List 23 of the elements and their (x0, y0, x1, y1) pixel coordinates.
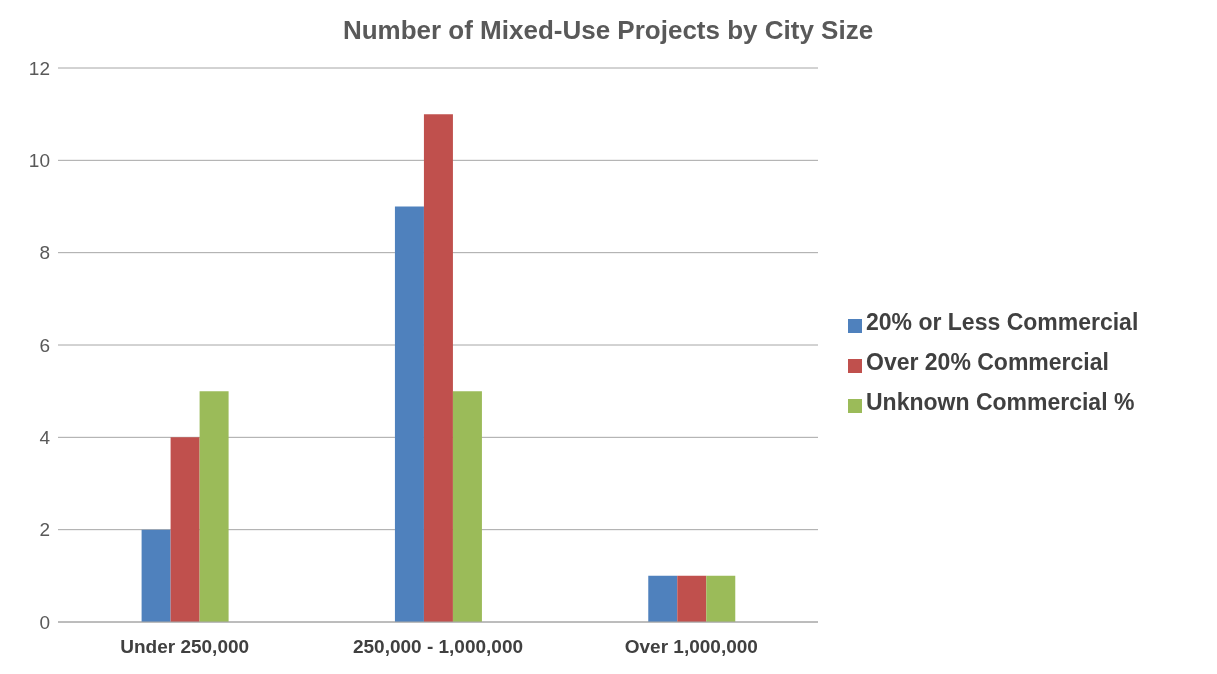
y-tick-label: 8 (39, 242, 50, 264)
bar (394, 206, 424, 622)
bar (423, 114, 453, 622)
y-tick-label: 2 (39, 519, 50, 541)
bar (452, 391, 482, 622)
bar (648, 575, 678, 622)
bar (141, 529, 171, 622)
bar (706, 575, 736, 622)
legend-label: Over 20% Commercial (866, 349, 1109, 375)
bar (170, 437, 200, 622)
bar (199, 391, 229, 622)
x-tick-label: Over 1,000,000 (624, 636, 758, 658)
x-tick-label: 250,000 - 1,000,000 (352, 636, 524, 658)
y-tick-label: 12 (28, 57, 50, 79)
legend-label: 20% or Less Commercial (866, 309, 1139, 335)
y-tick-label: 6 (39, 334, 50, 356)
y-tick-label: 4 (39, 427, 51, 449)
y-tick-label: 0 (39, 611, 50, 633)
y-tick-label: 10 (28, 150, 50, 172)
legend-label: Unknown Commercial % (866, 389, 1135, 415)
chart-title: Number of Mixed-Use Projects by City Size (341, 14, 875, 47)
x-tick-label: Under 250,000 (120, 636, 250, 658)
bar (677, 575, 707, 622)
